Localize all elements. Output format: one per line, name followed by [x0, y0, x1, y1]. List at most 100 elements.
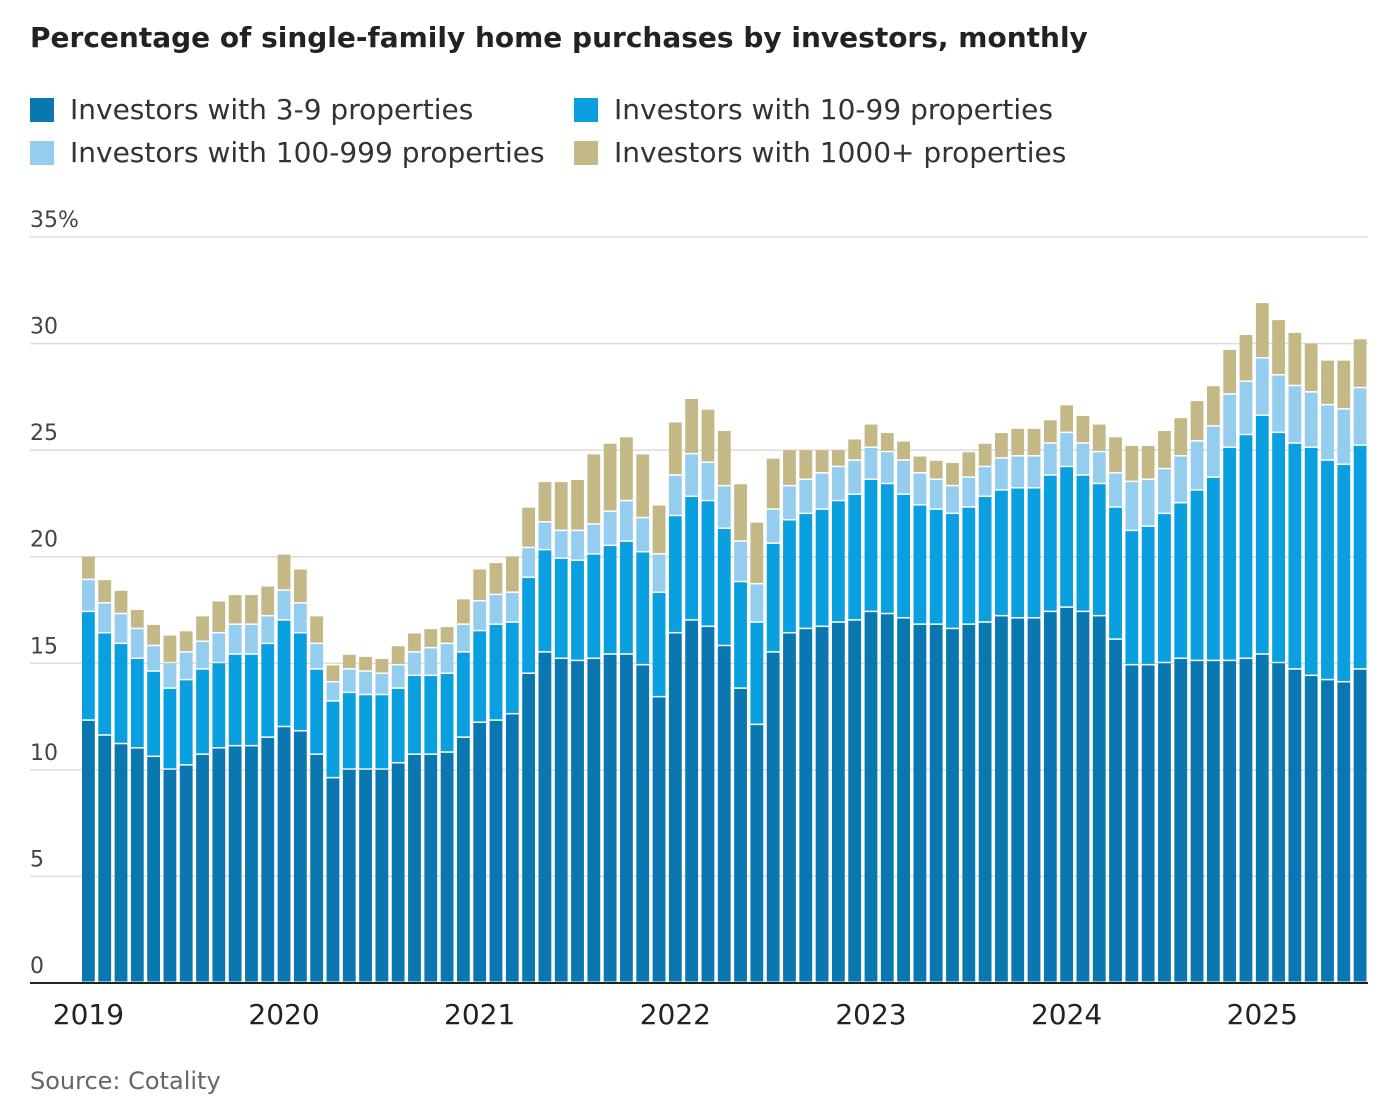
bar-segment — [245, 624, 258, 654]
bar-segment — [1206, 386, 1220, 426]
bar-segment — [734, 541, 747, 581]
bar-segment — [179, 631, 193, 652]
bar-segment — [1337, 465, 1351, 681]
bar-segment — [1288, 332, 1302, 385]
bar-segment — [1288, 386, 1302, 443]
bar-segment — [897, 494, 910, 618]
bar-segment — [310, 754, 324, 982]
bar-segment — [1158, 469, 1171, 513]
y-tick-label: 25 — [30, 421, 58, 446]
bar-segment — [391, 665, 405, 688]
bar-segment — [456, 599, 470, 624]
bar-segment — [880, 433, 894, 451]
bar-segment — [359, 656, 372, 671]
bar-segment — [342, 669, 356, 692]
bar-segment — [522, 673, 536, 982]
bar-segment — [848, 439, 862, 460]
bar-segment — [946, 486, 959, 513]
x-tick-label: 2022 — [640, 998, 711, 1031]
bar-segment — [179, 652, 193, 679]
bar-segment — [293, 731, 307, 982]
bar-segment — [326, 701, 340, 777]
y-tick-label: 0 — [30, 954, 44, 979]
bar-segment — [783, 450, 796, 485]
bar-segment — [750, 584, 764, 622]
x-tick-label: 2024 — [1031, 998, 1102, 1031]
bar-segment — [1321, 460, 1334, 679]
bar-segment — [1109, 473, 1122, 507]
bar-segment — [212, 601, 226, 632]
bar-segment — [1239, 381, 1253, 434]
bar-segment — [228, 624, 242, 654]
bar-segment — [1027, 618, 1041, 982]
bar-segment — [946, 629, 959, 982]
bar-segment — [831, 467, 845, 500]
bar-segment — [538, 522, 552, 549]
bar-segment — [668, 422, 682, 475]
bar-segment — [408, 754, 421, 982]
bar-segment — [848, 620, 862, 982]
bar-segment — [1353, 339, 1367, 387]
bar-segment — [82, 580, 95, 611]
bar-segment — [424, 676, 438, 754]
bar-segment — [114, 744, 128, 982]
bar-segment — [522, 578, 536, 673]
x-tick-label: 2021 — [444, 998, 515, 1031]
bar-segment — [620, 501, 633, 541]
bar-segment — [1206, 426, 1220, 477]
bar-segment — [587, 554, 601, 658]
bar-segment — [522, 548, 536, 577]
bar-segment — [1027, 456, 1041, 488]
bar-segment — [147, 757, 161, 982]
y-tick-label: 10 — [30, 741, 58, 766]
bar-segment — [913, 473, 927, 505]
bar-segment — [538, 550, 552, 652]
bar-segment — [1043, 612, 1057, 982]
bar-segment — [473, 569, 487, 600]
bar-segment — [1092, 452, 1106, 483]
bar-segment — [864, 479, 878, 611]
bar-segment — [717, 646, 731, 982]
bar-segment — [831, 450, 845, 466]
bar-segment — [1076, 612, 1090, 982]
bar-segment — [978, 443, 992, 466]
bar-segment — [750, 725, 764, 982]
x-tick-label: 2025 — [1227, 998, 1298, 1031]
bar-segment — [1255, 654, 1269, 982]
bar-segment — [815, 627, 829, 982]
bar-segment — [1027, 428, 1041, 456]
x-tick-label: 2023 — [835, 998, 906, 1031]
bar-segment — [1109, 507, 1122, 639]
bar-segment — [880, 614, 894, 982]
bar-segment — [554, 531, 568, 558]
bar-segment — [978, 467, 992, 496]
bar-segment — [163, 688, 177, 769]
bar-segment — [897, 441, 910, 460]
bar-segment — [1190, 401, 1204, 441]
bar-segment — [929, 460, 943, 479]
bar-segment — [130, 629, 144, 658]
bar-segment — [897, 460, 910, 494]
bar-segment — [603, 654, 617, 982]
bar-segment — [1109, 639, 1122, 982]
legend-label: Investors with 10-99 properties — [614, 93, 1053, 126]
y-tick-label: 5 — [30, 847, 44, 872]
bar-segment — [1272, 663, 1285, 982]
bar-segment — [505, 714, 519, 982]
bar-segment — [1174, 418, 1188, 456]
bar-segment — [228, 654, 242, 745]
y-tick-label: 20 — [30, 528, 58, 553]
bar-segment — [1125, 482, 1139, 530]
bar-segment — [1092, 424, 1106, 451]
bar-segment — [424, 629, 438, 647]
bar-segment — [456, 624, 470, 652]
bar-segment — [978, 497, 992, 622]
bar-segment — [147, 646, 161, 671]
bar-segment — [1321, 360, 1334, 404]
bar-segment — [587, 659, 601, 982]
bar-segment — [717, 529, 731, 645]
bar-segment — [277, 590, 291, 620]
bar-segment — [163, 635, 177, 662]
bar-segment — [978, 622, 992, 982]
